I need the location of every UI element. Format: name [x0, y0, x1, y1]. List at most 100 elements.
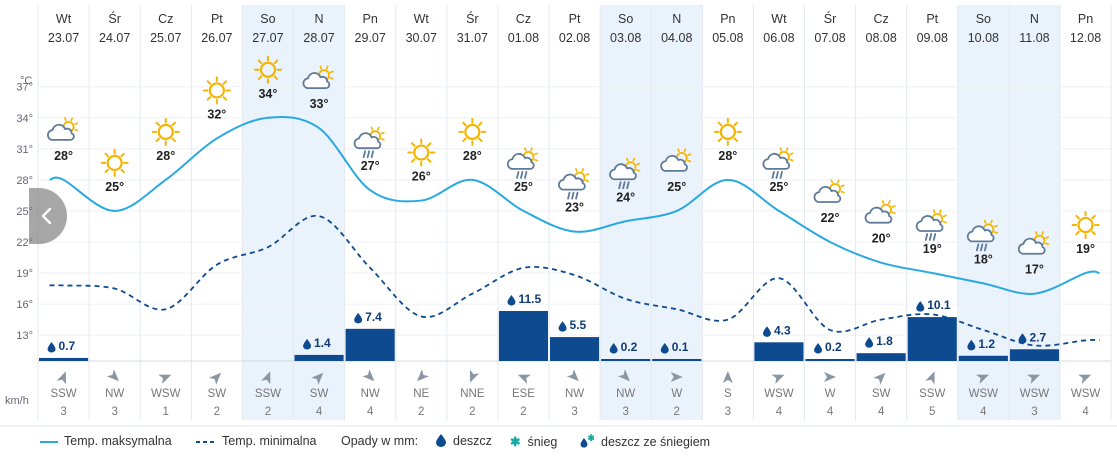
wind-direction: WSW [1071, 388, 1101, 400]
max-temp-label: 25° [667, 180, 686, 194]
precip-value: 2.7 [1029, 330, 1046, 344]
y-tick-label: 25° [16, 206, 33, 218]
wind-direction: SW [872, 388, 891, 400]
precip-label-group: 0.2 [609, 340, 638, 354]
precip-bar [805, 359, 855, 361]
weekend-band [957, 5, 1009, 420]
day-name: N [1030, 12, 1039, 26]
wind-arrow-icon [261, 371, 271, 385]
precip-value: 11.5 [518, 292, 541, 306]
precip-value: 5.5 [570, 318, 587, 332]
precip-value: 10.1 [927, 298, 951, 312]
wind-arrow-icon [56, 371, 66, 385]
wind-direction: S [724, 388, 732, 400]
day-date: 01.08 [508, 31, 539, 45]
max-temp-label: 25° [514, 180, 533, 194]
wind-arrow-icon [566, 369, 579, 382]
wind-arrow-icon [311, 372, 324, 385]
wind-arrow-icon [1078, 374, 1092, 384]
legend-snow: ✱ śnieg [510, 434, 557, 449]
y-tick-label: 34° [16, 113, 33, 125]
max-temp-line [49, 115, 1100, 295]
min-temp-line [49, 215, 1100, 347]
day-name: Wt [56, 12, 72, 26]
wind-arrow-icon [417, 369, 430, 382]
precip-bar [39, 357, 89, 361]
day-date: 30.07 [406, 31, 437, 45]
rain-snow-icon: ✱ [580, 433, 596, 448]
forecast-chart: °C13°16°19°22°25°28°31°34°37°Wt23.07Śr24… [0, 5, 1117, 427]
rain-icon [353, 126, 385, 159]
wind-speed: 2 [265, 406, 271, 418]
wind-arrow-icon [617, 369, 630, 382]
wind-speed: 3 [725, 406, 731, 418]
rain-drop-icon [814, 343, 823, 354]
precip-label-group: 2.7 [1018, 330, 1046, 344]
wind-speed: 4 [827, 406, 834, 418]
wind-arrow-icon [469, 369, 480, 383]
svg-text:✱: ✱ [588, 434, 595, 443]
y-tick-label: 28° [16, 175, 33, 187]
weekend-band [651, 5, 703, 420]
max-temp-label: 23° [565, 201, 584, 215]
precip-label-group: 1.8 [865, 334, 893, 348]
day-name: N [672, 12, 681, 26]
weekend-band [242, 5, 294, 420]
wind-arrow-icon [771, 374, 785, 384]
day-name: Pt [569, 12, 581, 26]
wind-direction: WSW [151, 388, 181, 400]
precip-label-group: 0.1 [660, 340, 689, 354]
wind-speed: 3 [60, 406, 66, 418]
day-name: So [618, 12, 633, 26]
rain-icon [506, 147, 539, 179]
max-temp-label: 28° [156, 149, 175, 163]
wind-arrow-icon [824, 372, 837, 382]
dashed-line-icon [196, 440, 216, 443]
wind-speed: 2 [469, 406, 475, 418]
rain-drop-icon [967, 339, 976, 351]
sun-icon [202, 76, 231, 105]
wind-direction: WSW [764, 388, 794, 400]
wind-direction: NNE [460, 388, 485, 400]
legend-rain: deszcz [436, 434, 492, 448]
sun-icon [458, 117, 487, 146]
day-date: 27.07 [252, 31, 283, 45]
max-temp-label: 28° [718, 149, 737, 163]
wind-direction: NE [413, 388, 429, 400]
rain-drop-icon [354, 312, 363, 324]
rain-drop-icon [1018, 333, 1027, 344]
precip-label-group: 1.4 [303, 336, 331, 350]
precip-label-group: 7.4 [354, 310, 382, 324]
wind-arrow-icon [670, 372, 683, 382]
day-date: 28.07 [303, 31, 334, 45]
wind-speed: 5 [929, 406, 935, 418]
legend-snow-label: śnieg [527, 435, 558, 449]
precip-value: 1.2 [978, 337, 995, 351]
wind-speed: 1 [163, 406, 169, 418]
partly-cloudy-icon [1017, 231, 1050, 255]
wind-arrow-icon [873, 372, 886, 385]
day-name: Cz [158, 12, 173, 26]
day-date: 04.08 [661, 31, 692, 45]
max-temp-label: 24° [616, 190, 635, 204]
solid-line-icon [40, 440, 58, 443]
max-temp-label: 19° [1076, 242, 1095, 256]
precip-value: 1.4 [314, 336, 331, 350]
max-temp-label: 18° [974, 252, 993, 266]
y-tick-label: 22° [16, 237, 33, 249]
sun-icon [407, 138, 436, 167]
wind-direction: ESE [512, 388, 535, 400]
wind-direction: NW [616, 388, 635, 400]
rain-drop-icon [762, 326, 771, 337]
max-temp-label: 26° [412, 170, 431, 184]
max-temp-label: 25° [105, 180, 124, 194]
partly-cloudy-icon [47, 117, 79, 141]
day-name: Śr [108, 11, 121, 26]
rain-icon [915, 209, 947, 241]
precip-label-group: 1.2 [967, 337, 995, 351]
precip-value: 1.8 [876, 334, 893, 348]
day-name: Pt [926, 12, 938, 26]
day-name: Pn [1078, 12, 1093, 26]
rain-icon [609, 157, 641, 190]
